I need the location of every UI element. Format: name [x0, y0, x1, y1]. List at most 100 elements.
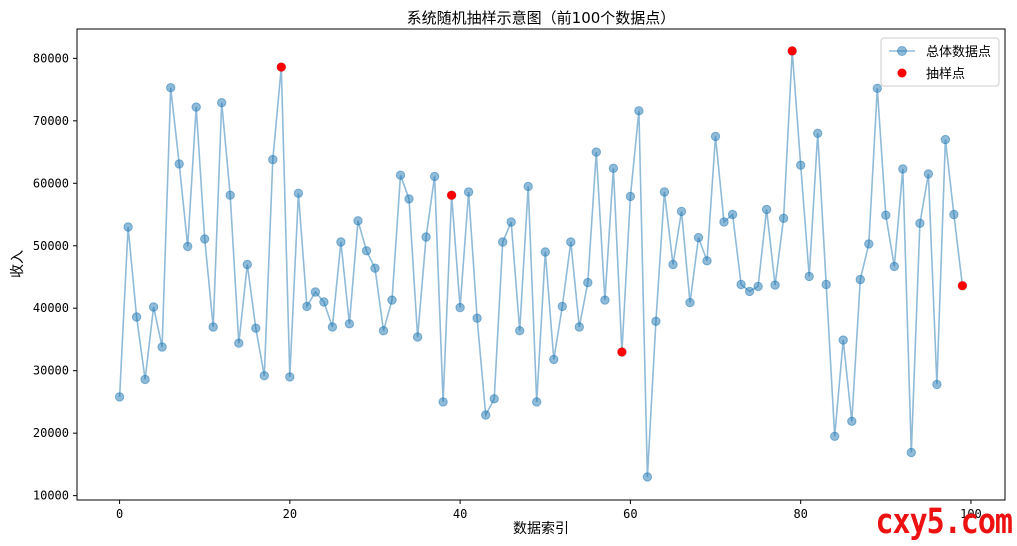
data-point	[847, 416, 857, 426]
data-point	[251, 323, 261, 333]
y-tick-label: 50000	[33, 239, 69, 253]
data-point	[557, 301, 567, 312]
data-point	[813, 128, 823, 139]
y-tick-label: 40000	[33, 301, 69, 315]
data-point	[191, 102, 201, 112]
data-point	[438, 397, 448, 407]
data-point	[344, 319, 355, 329]
sample-point	[276, 62, 286, 72]
data-point	[753, 281, 763, 292]
y-tick-label: 20000	[33, 426, 69, 440]
legend: 总体数据点 抽样点	[880, 37, 1000, 87]
data-point	[481, 410, 491, 420]
legend-label-sample: 抽样点	[926, 67, 965, 82]
data-point	[404, 194, 414, 204]
data-point	[123, 222, 133, 232]
y-tick-label: 30000	[33, 364, 69, 378]
series-line	[118, 50, 964, 477]
data-point	[949, 209, 959, 220]
data-point	[651, 316, 661, 326]
data-point	[923, 169, 934, 179]
data-point	[489, 394, 499, 404]
data-point	[268, 154, 278, 165]
data-point	[574, 322, 584, 332]
data-point	[727, 209, 738, 220]
plot-area	[114, 46, 968, 482]
data-point	[319, 297, 329, 307]
data-point	[719, 217, 729, 227]
legend-label-population: 总体数据点	[926, 45, 991, 60]
data-point	[864, 239, 874, 249]
data-point	[872, 83, 882, 94]
x-tick-label: 80	[793, 507, 807, 521]
data-point	[676, 206, 687, 217]
watermark: cxy5.com	[875, 501, 1013, 542]
y-tick-label: 60000	[33, 176, 69, 190]
data-point	[830, 431, 840, 441]
data-point	[940, 134, 951, 145]
data-point	[327, 322, 338, 332]
data-point	[242, 259, 253, 270]
y-tick-label: 70000	[33, 114, 69, 128]
data-point	[166, 83, 176, 93]
data-point	[898, 164, 908, 174]
data-point	[710, 131, 721, 142]
data-point	[498, 237, 508, 247]
data-point	[395, 170, 406, 180]
data-point	[625, 191, 636, 202]
sample-point	[957, 281, 967, 291]
data-point	[131, 312, 142, 322]
sample-point	[617, 347, 627, 357]
legend-box	[880, 37, 1000, 87]
data-point	[293, 188, 304, 199]
data-point	[591, 147, 601, 157]
data-point	[361, 246, 372, 256]
x-tick-label: 20	[283, 507, 297, 521]
sample-point	[447, 190, 457, 200]
y-tick-label: 80000	[33, 51, 69, 65]
data-point	[685, 297, 695, 308]
data-point	[804, 271, 814, 282]
data-point	[583, 277, 593, 288]
data-point	[378, 326, 389, 336]
data-point	[285, 372, 295, 382]
data-point	[770, 280, 780, 290]
data-point	[523, 181, 533, 192]
y-axis-label: 收入	[10, 250, 26, 278]
data-point	[659, 187, 670, 197]
data-point	[387, 295, 397, 305]
x-tick-label: 60	[623, 507, 637, 521]
data-point	[600, 295, 610, 305]
data-point	[183, 241, 193, 252]
data-point	[200, 234, 210, 244]
axes-frame	[76, 28, 1006, 501]
data-point	[915, 218, 925, 229]
data-point	[761, 204, 772, 215]
data-point	[906, 447, 916, 458]
data-point	[506, 217, 516, 227]
data-point	[634, 106, 644, 116]
data-point	[702, 256, 712, 266]
data-point	[736, 279, 746, 290]
data-point	[472, 313, 482, 323]
y-tick-label: 10000	[33, 489, 69, 503]
x-tick-label: 100	[960, 507, 982, 521]
data-point	[463, 187, 474, 197]
data-point	[881, 210, 891, 220]
data-point	[455, 302, 465, 313]
legend-marker-sample	[897, 68, 907, 78]
data-point	[114, 392, 125, 402]
data-point	[821, 279, 831, 290]
data-point	[796, 160, 806, 170]
data-point	[540, 247, 550, 257]
data-point	[353, 216, 363, 226]
data-point	[148, 302, 159, 312]
data-point	[838, 335, 848, 345]
data-point	[855, 274, 865, 285]
data-point	[157, 342, 167, 352]
data-point	[302, 301, 312, 312]
x-tick-label: 40	[453, 507, 467, 521]
data-point	[889, 261, 899, 272]
x-axis-label: 数据索引	[513, 520, 569, 537]
